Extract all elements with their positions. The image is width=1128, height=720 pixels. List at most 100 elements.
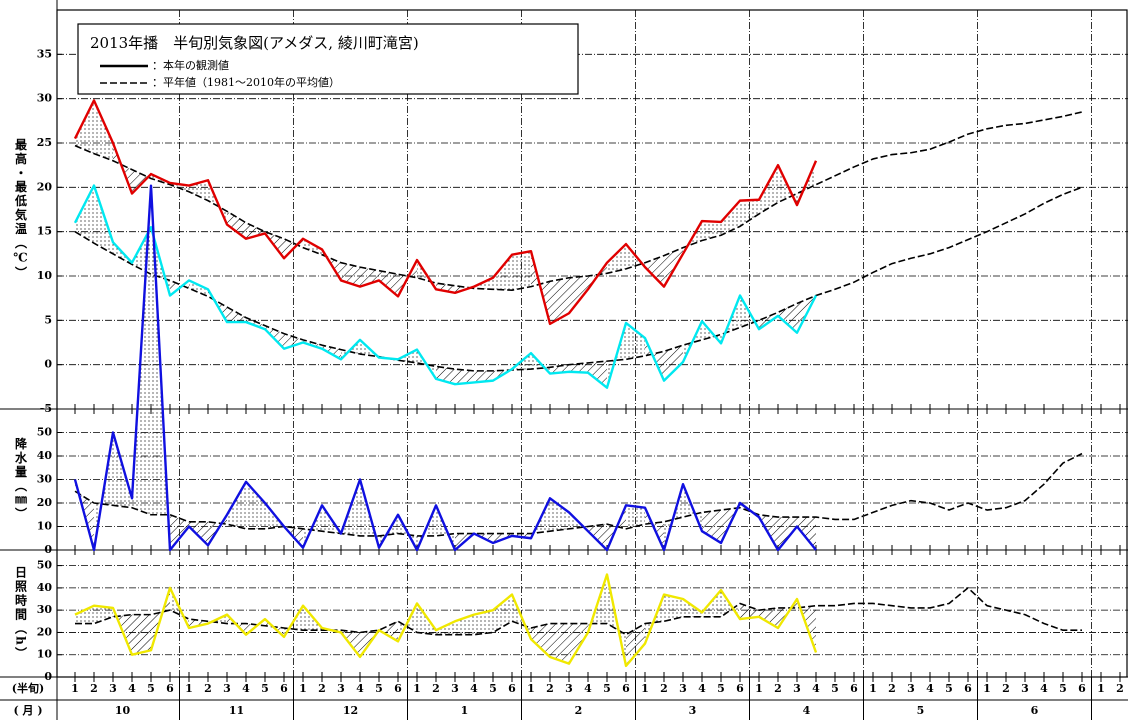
x-tick-label: 6: [736, 682, 744, 695]
anomaly-fill: [797, 517, 816, 550]
month-label: 6: [1031, 704, 1039, 717]
x-tick-label: 5: [717, 682, 725, 695]
anomaly-fill: [531, 623, 550, 657]
normal-line: [74, 111, 1083, 291]
anomaly-fill: [75, 185, 94, 244]
anomaly-fill: [94, 100, 113, 161]
anomaly-fill: [740, 199, 759, 227]
month-label: 5: [917, 704, 925, 717]
x-tick-label: 3: [565, 682, 573, 695]
anomaly-fill: [227, 211, 246, 239]
x-tick-label: 3: [1021, 682, 1029, 695]
y-tick-label: 25: [37, 136, 52, 149]
x-tick-label: 1: [755, 682, 763, 695]
x-tick-label: 3: [109, 682, 117, 695]
observed-line: [73, 184, 818, 389]
x-tick-label: 5: [1059, 682, 1067, 695]
anomaly-fill: [588, 524, 607, 550]
normal-line: [75, 587, 1082, 636]
anomaly-fill: [132, 614, 151, 655]
x-tick-label: 3: [679, 682, 687, 695]
x-tick-label: 1: [983, 682, 991, 695]
anomaly-fill: [284, 605, 303, 637]
x-tick-label: 5: [375, 682, 383, 695]
observed-line: [74, 573, 818, 668]
x-tick-label: 6: [166, 682, 174, 695]
x-tick-label: 3: [337, 682, 345, 695]
month-label: 10: [115, 704, 131, 717]
anomaly-fill: [626, 322, 645, 360]
anomaly-fill: [797, 160, 816, 206]
x-tick-label: 1: [641, 682, 649, 695]
x-tick-label: 4: [1040, 682, 1048, 695]
plot-frame: [56, 9, 1128, 678]
normal-line: [74, 452, 1083, 537]
x-row-label: (半旬): [12, 681, 44, 695]
x-tick-label: 4: [584, 682, 592, 695]
anomaly-fill: [550, 498, 569, 532]
observed-line: [73, 184, 817, 552]
x-tick-label: 5: [489, 682, 497, 695]
x-tick-label: 4: [698, 682, 706, 695]
y-tick-label: 40: [37, 449, 53, 462]
x-tick-label: 3: [793, 682, 801, 695]
x-tick-label: 1: [71, 682, 79, 695]
month-label: 1: [461, 704, 469, 717]
x-tick-label: 2: [204, 682, 212, 695]
y-tick-label: 50: [37, 426, 53, 439]
y-tick-label: 20: [37, 496, 53, 509]
month-label: 11: [229, 704, 244, 717]
anomaly-fill: [474, 370, 493, 383]
x-tick-label: 1: [413, 682, 421, 695]
chart-title: 2013年播 半旬別気象図(アメダス, 綾川町滝宮): [90, 34, 419, 52]
anomaly-fill: [493, 254, 512, 291]
x-tick-label: 6: [850, 682, 858, 695]
x-tick-label: 6: [1078, 682, 1086, 695]
anomaly-fill: [645, 255, 664, 287]
x-tick-label: 2: [432, 682, 440, 695]
x-tick-label: 3: [907, 682, 915, 695]
x-tick-label: 5: [831, 682, 839, 695]
y-tick-label: 30: [37, 92, 53, 105]
anomaly-fill: [341, 262, 360, 287]
x-tick-label: 6: [964, 682, 972, 695]
y-tick-label: 50: [37, 559, 53, 572]
y-tick-label: 0: [44, 543, 52, 556]
x-tick-label: 4: [128, 682, 136, 695]
x-tick-label: 2: [1002, 682, 1010, 695]
anomaly-fill: [607, 244, 626, 274]
x-tick-label: 4: [812, 682, 820, 695]
y-tick-label: 30: [37, 473, 53, 486]
anomaly-fill: [664, 594, 683, 622]
x-tick-label: 4: [926, 682, 934, 695]
y-tick-label: 10: [37, 520, 53, 533]
line-layer: [73, 99, 1083, 668]
x-tick-label: 4: [470, 682, 478, 695]
y-axis-label: 降水量（㎜）: [14, 436, 28, 521]
y-tick-label: 30: [37, 603, 53, 616]
y-tick-label: 15: [37, 225, 52, 238]
month-label: 4: [803, 704, 811, 717]
x-tick-label: 2: [546, 682, 554, 695]
month-label: 12: [343, 704, 358, 717]
anomaly-fill: [512, 251, 531, 291]
anomaly-fill: [493, 594, 512, 633]
y-tick-label: 20: [37, 180, 53, 193]
anomaly-fill: [759, 607, 778, 628]
x-tick-label: 2: [660, 682, 668, 695]
anomaly-fill: [721, 200, 740, 236]
month-row-label: ( 月 ): [13, 704, 42, 717]
normal-line: [74, 186, 1083, 372]
legend-box: [77, 23, 579, 95]
legend-label: ：平年値（1981〜2010年の平均値）: [152, 75, 340, 89]
anomaly-fill: [284, 333, 303, 349]
x-tick-label: 3: [223, 682, 231, 695]
x-tick-label: 5: [261, 682, 269, 695]
month-label: 3: [689, 704, 697, 717]
anomaly-fill: [569, 362, 588, 373]
y-axis-label: 日照時間（h）: [14, 566, 28, 661]
y-tick-label: 10: [37, 648, 53, 661]
anomaly-fill: [75, 605, 94, 624]
anomaly-fill: [550, 623, 569, 664]
y-tick-label: 10: [37, 269, 53, 282]
